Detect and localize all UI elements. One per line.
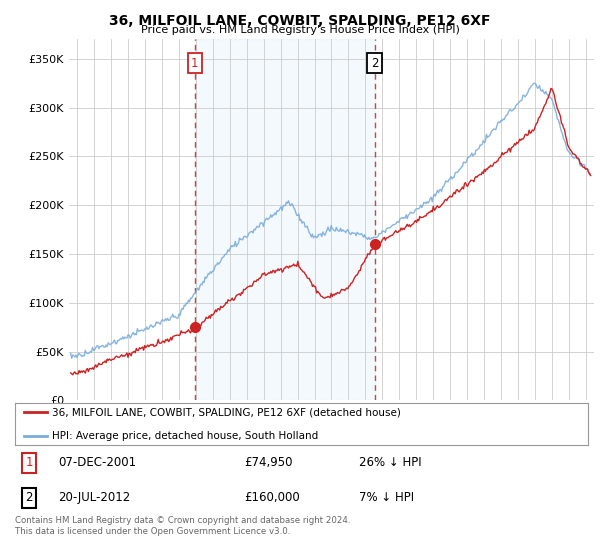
Text: 36, MILFOIL LANE, COWBIT, SPALDING, PE12 6XF: 36, MILFOIL LANE, COWBIT, SPALDING, PE12… — [109, 14, 491, 28]
Text: 1: 1 — [191, 57, 199, 70]
Text: 36, MILFOIL LANE, COWBIT, SPALDING, PE12 6XF (detached house): 36, MILFOIL LANE, COWBIT, SPALDING, PE12… — [52, 408, 401, 417]
Text: £160,000: £160,000 — [244, 491, 300, 504]
Text: Price paid vs. HM Land Registry's House Price Index (HPI): Price paid vs. HM Land Registry's House … — [140, 25, 460, 35]
Text: £74,950: £74,950 — [244, 456, 293, 469]
Text: 2: 2 — [25, 491, 33, 504]
Text: 1: 1 — [25, 456, 33, 469]
Text: 20-JUL-2012: 20-JUL-2012 — [58, 491, 130, 504]
Text: Contains HM Land Registry data © Crown copyright and database right 2024.
This d: Contains HM Land Registry data © Crown c… — [15, 516, 350, 536]
Text: 2: 2 — [371, 57, 378, 70]
Text: 07-DEC-2001: 07-DEC-2001 — [58, 456, 136, 469]
Text: HPI: Average price, detached house, South Holland: HPI: Average price, detached house, Sout… — [52, 431, 319, 441]
Text: 26% ↓ HPI: 26% ↓ HPI — [359, 456, 421, 469]
Bar — [194, 39, 374, 400]
Text: 7% ↓ HPI: 7% ↓ HPI — [359, 491, 414, 504]
